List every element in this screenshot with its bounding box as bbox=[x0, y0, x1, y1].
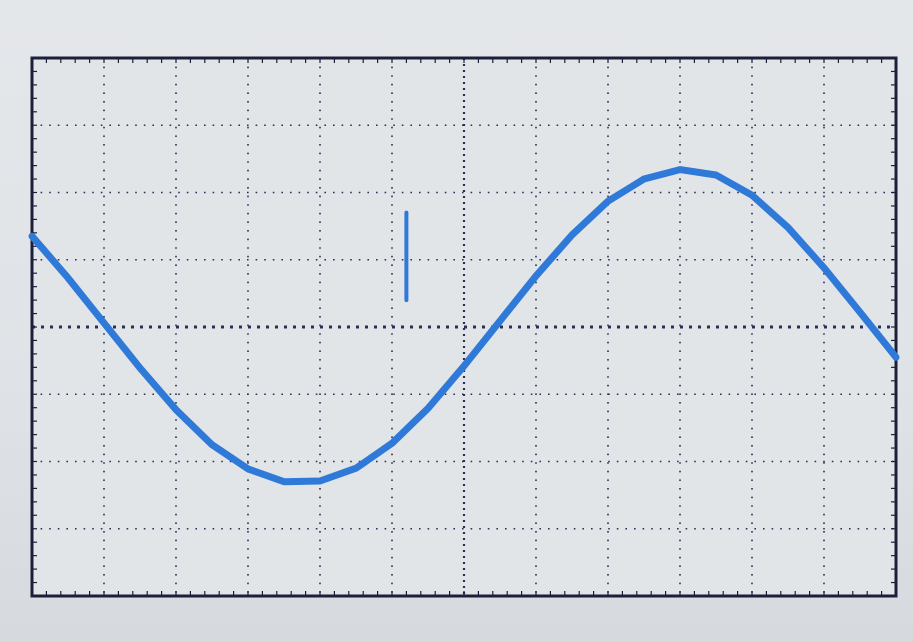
waveform-trace bbox=[28, 166, 900, 486]
screen-frame bbox=[30, 56, 898, 598]
